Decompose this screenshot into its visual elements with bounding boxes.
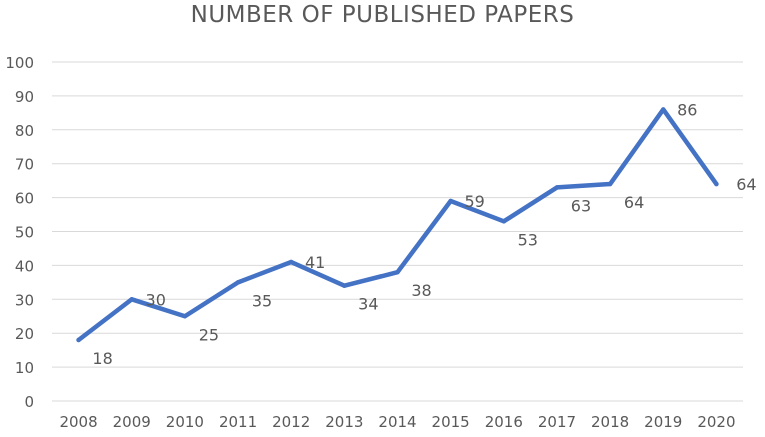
data-label: 64 — [624, 193, 644, 212]
y-tick-label: 30 — [15, 291, 34, 309]
x-tick-label: 2008 — [59, 413, 97, 431]
x-tick-label: 2017 — [538, 413, 576, 431]
data-point — [182, 314, 188, 319]
data-label: 53 — [518, 230, 538, 249]
y-tick-label: 0 — [24, 393, 34, 411]
y-tick-label: 10 — [15, 359, 34, 377]
x-tick-label: 2020 — [697, 413, 735, 431]
data-label: 86 — [677, 100, 697, 119]
data-point — [448, 198, 453, 204]
data-point — [554, 185, 560, 190]
x-tick-label: 2009 — [113, 413, 151, 431]
y-tick-label: 20 — [15, 325, 34, 343]
x-tick-label: 2019 — [644, 413, 682, 431]
x-tick-label: 2016 — [485, 413, 523, 431]
data-point — [129, 297, 134, 302]
y-axis-ticks: 0 10 20 30 40 50 60 70 80 90 100 — [5, 54, 34, 411]
y-tick-label: 70 — [15, 156, 34, 174]
x-tick-label: 2014 — [378, 413, 416, 431]
data-point — [607, 181, 613, 187]
gridlines — [52, 61, 743, 402]
data-label: 18 — [92, 349, 112, 368]
y-tick-label: 80 — [15, 122, 34, 140]
x-tick-label: 2018 — [591, 413, 629, 431]
data-point — [342, 283, 347, 288]
data-point — [501, 219, 507, 224]
y-tick-label: 60 — [15, 190, 34, 208]
y-tick-label: 90 — [15, 88, 34, 106]
data-label: 63 — [571, 196, 591, 215]
x-tick-label: 2013 — [325, 413, 363, 431]
data-label: 59 — [464, 192, 484, 211]
data-label: 38 — [411, 281, 431, 300]
series-line — [76, 107, 719, 343]
y-tick-label: 40 — [15, 257, 34, 275]
data-labels: 18 30 25 35 41 34 38 59 53 63 64 86 64 — [92, 100, 756, 368]
x-tick-label: 2015 — [432, 413, 470, 431]
data-label: 30 — [146, 290, 166, 309]
data-label: 34 — [358, 295, 378, 314]
x-tick-label: 2012 — [272, 413, 310, 431]
data-label: 25 — [199, 325, 219, 344]
y-tick-label: 50 — [15, 224, 34, 242]
data-point — [661, 107, 666, 112]
data-point — [235, 280, 241, 285]
x-axis-ticks: 2008 2009 2010 2011 2012 2013 2014 2015 2016 2017… — [59, 413, 735, 431]
data-label: 41 — [305, 253, 325, 272]
data-label: 64 — [736, 175, 756, 194]
chart-title: NUMBER OF PUBLISHED PAPERS — [190, 2, 575, 28]
data-point — [76, 337, 81, 343]
x-tick-label: 2011 — [219, 413, 257, 431]
data-point — [395, 269, 400, 275]
x-tick-label: 2010 — [166, 413, 204, 431]
data-point — [714, 181, 719, 187]
series-group — [76, 107, 719, 343]
data-point — [288, 259, 294, 265]
y-tick-label: 100 — [5, 54, 34, 72]
data-label: 35 — [252, 291, 272, 310]
